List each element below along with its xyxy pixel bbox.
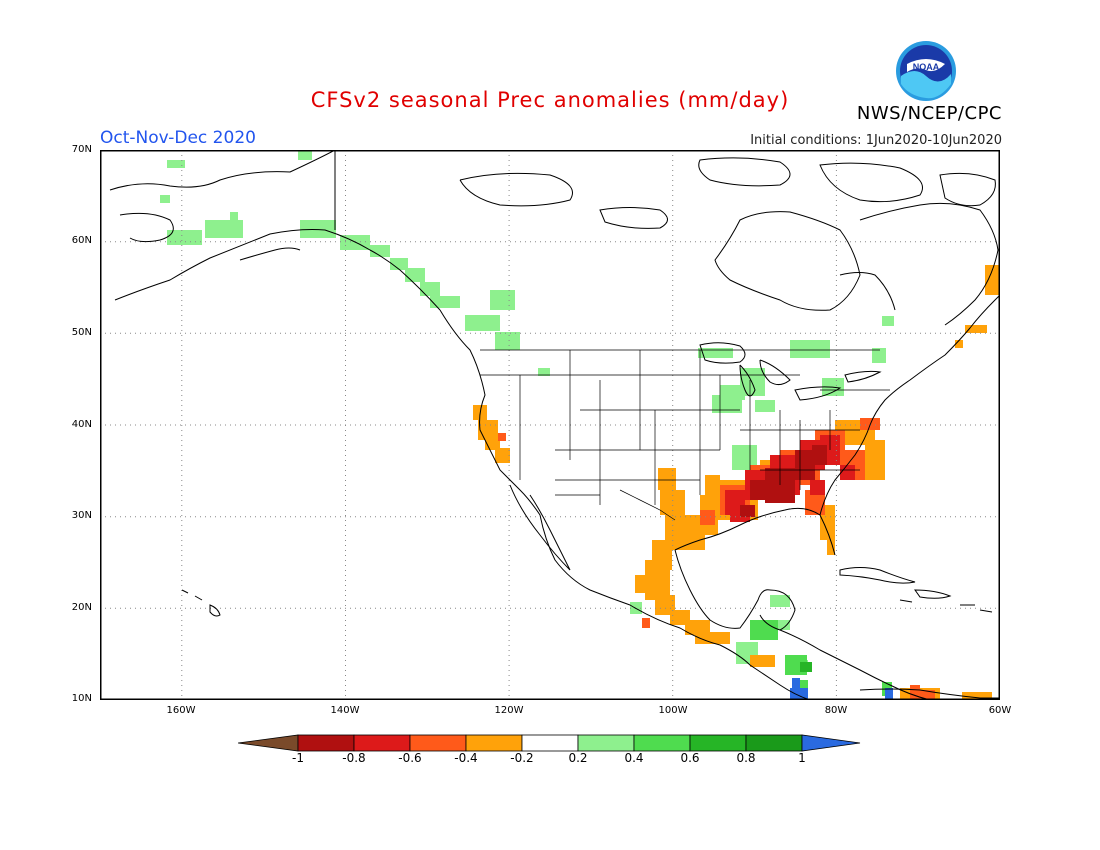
colorbar-left-arrow	[238, 734, 299, 752]
colorbar-label: -0.4	[454, 751, 478, 765]
colorbar-label: -0.6	[398, 751, 422, 765]
colorbar-bin-8	[689, 734, 747, 752]
logo-text: NOAA	[913, 62, 940, 72]
lat-tick-40n: 40N	[71, 419, 92, 430]
colorbar-label: -0.8	[342, 751, 366, 765]
map-title: CFSv2 seasonal Prec anomalies (mm/day)	[310, 88, 790, 112]
colorbar-label: 1	[798, 751, 806, 765]
colorbar-label: 0.4	[624, 751, 644, 765]
lat-tick-30n: 30N	[71, 510, 92, 521]
lon-tick-60w: 60W	[988, 705, 1012, 716]
agency-label: NWS/NCEP/CPC	[856, 103, 1002, 124]
colorbar: -1 -0.8 -0.6 -0.4 -0.2 0.2 0.4 0.6 0.8 1	[238, 733, 862, 785]
map-panel	[100, 150, 1000, 700]
lon-tick-160w: 160W	[166, 705, 196, 716]
colorbar-bin-4	[465, 734, 523, 752]
lat-tick-70n: 70N	[71, 144, 92, 155]
colorbar-label: 0.2	[568, 751, 588, 765]
lon-tick-80w: 80W	[824, 705, 848, 716]
lon-tick-100w: 100W	[658, 705, 688, 716]
graticule	[100, 150, 1000, 700]
colorbar-bin-3	[409, 734, 467, 752]
lat-tick-60n: 60N	[71, 235, 92, 246]
lon-tick-120w: 120W	[494, 705, 524, 716]
colorbar-bin-7	[633, 734, 691, 752]
colorbar-bin-5	[521, 734, 579, 752]
colorbar-label: 0.6	[680, 751, 700, 765]
colorbar-bin-2	[353, 734, 411, 752]
state-boundaries	[480, 349, 890, 521]
colorbar-bin-6	[577, 734, 635, 752]
lon-tick-140w: 140W	[330, 705, 360, 716]
colorbar-label: -0.2	[510, 751, 534, 765]
lat-tick-20n: 20N	[71, 602, 92, 613]
forecast-period: Oct-Nov-Dec 2020	[100, 128, 256, 148]
colorbar-label: 0.8	[736, 751, 756, 765]
colorbar-right-arrow	[801, 734, 861, 752]
colorbar-bin-9	[745, 734, 803, 752]
noaa-logo: NOAA	[895, 40, 957, 102]
lat-tick-10n: 10N	[71, 693, 92, 704]
lat-tick-50n: 50N	[71, 327, 92, 338]
colorbar-label: -1	[292, 751, 304, 765]
initial-conditions: Initial conditions: 1Jun2020-10Jun2020	[750, 133, 1002, 148]
colorbar-bin-1	[297, 734, 355, 752]
coastlines	[109, 150, 1000, 700]
